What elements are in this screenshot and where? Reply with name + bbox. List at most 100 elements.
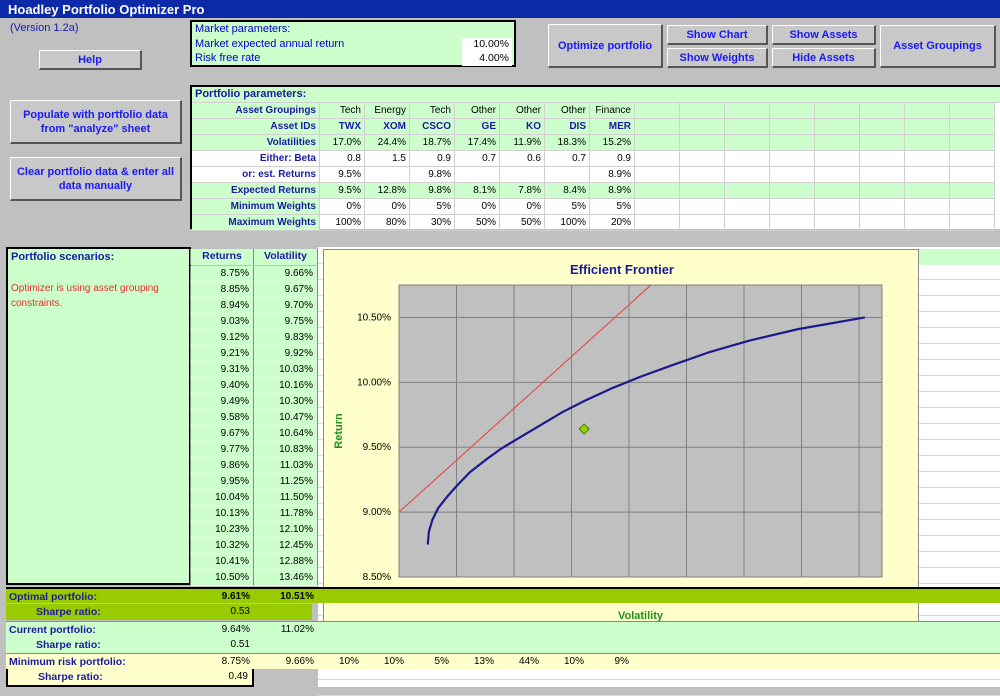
params-empty-cell[interactable] <box>770 103 815 119</box>
params-cell[interactable]: 5% <box>410 199 455 215</box>
params-empty-cell[interactable] <box>680 167 725 183</box>
params-empty-cell[interactable] <box>950 215 995 231</box>
help-button[interactable]: Help <box>39 50 142 70</box>
params-empty-cell[interactable] <box>815 135 860 151</box>
params-empty-cell[interactable] <box>680 199 725 215</box>
params-cell[interactable]: 50% <box>500 215 545 231</box>
params-empty-cell[interactable] <box>680 135 725 151</box>
params-empty-cell[interactable] <box>860 135 905 151</box>
params-cell[interactable]: Finance <box>590 103 635 119</box>
params-empty-cell[interactable] <box>725 151 770 167</box>
params-cell[interactable] <box>500 167 545 183</box>
params-empty-cell[interactable] <box>725 183 770 199</box>
params-cell[interactable]: 0% <box>500 199 545 215</box>
params-cell[interactable]: 24.4% <box>365 135 410 151</box>
params-empty-cell[interactable] <box>905 183 950 199</box>
params-cell[interactable]: 8.9% <box>590 167 635 183</box>
params-cell[interactable]: 1.5 <box>365 151 410 167</box>
params-cell[interactable]: 5% <box>590 199 635 215</box>
params-cell[interactable]: GE <box>455 119 500 135</box>
params-empty-cell[interactable] <box>815 215 860 231</box>
params-cell[interactable]: 0% <box>320 199 365 215</box>
params-empty-cell[interactable] <box>905 119 950 135</box>
params-cell[interactable] <box>365 167 410 183</box>
params-empty-cell[interactable] <box>815 167 860 183</box>
params-empty-cell[interactable] <box>770 199 815 215</box>
params-empty-cell[interactable] <box>635 119 680 135</box>
params-empty-cell[interactable] <box>860 167 905 183</box>
params-empty-cell[interactable] <box>680 183 725 199</box>
params-cell[interactable]: 9.5% <box>320 183 365 199</box>
risk-free-input[interactable]: 4.00% <box>462 52 512 66</box>
params-empty-cell[interactable] <box>950 183 995 199</box>
params-empty-cell[interactable] <box>815 119 860 135</box>
params-empty-cell[interactable] <box>815 183 860 199</box>
params-cell[interactable]: Tech <box>410 103 455 119</box>
params-cell[interactable]: 7.8% <box>500 183 545 199</box>
params-empty-cell[interactable] <box>860 215 905 231</box>
params-cell[interactable]: 0.7 <box>455 151 500 167</box>
params-empty-cell[interactable] <box>680 103 725 119</box>
params-empty-cell[interactable] <box>905 103 950 119</box>
params-cell[interactable]: 8.4% <box>545 183 590 199</box>
params-empty-cell[interactable] <box>905 167 950 183</box>
asset-groupings-button[interactable]: Asset Groupings <box>880 25 996 68</box>
params-empty-cell[interactable] <box>950 135 995 151</box>
params-empty-cell[interactable] <box>905 215 950 231</box>
params-empty-cell[interactable] <box>860 183 905 199</box>
params-empty-cell[interactable] <box>635 151 680 167</box>
params-empty-cell[interactable] <box>860 119 905 135</box>
params-cell[interactable]: 0% <box>455 199 500 215</box>
params-empty-cell[interactable] <box>725 199 770 215</box>
params-empty-cell[interactable] <box>950 119 995 135</box>
params-empty-cell[interactable] <box>770 215 815 231</box>
clear-data-button[interactable]: Clear portfolio data & enter all data ma… <box>10 157 182 201</box>
params-empty-cell[interactable] <box>770 183 815 199</box>
params-cell[interactable]: MER <box>590 119 635 135</box>
params-empty-cell[interactable] <box>725 119 770 135</box>
params-cell[interactable]: 17.0% <box>320 135 365 151</box>
params-empty-cell[interactable] <box>635 103 680 119</box>
params-empty-cell[interactable] <box>950 151 995 167</box>
params-cell[interactable]: Energy <box>365 103 410 119</box>
params-cell[interactable]: Other <box>500 103 545 119</box>
params-cell[interactable]: 15.2% <box>590 135 635 151</box>
params-empty-cell[interactable] <box>950 199 995 215</box>
params-empty-cell[interactable] <box>635 199 680 215</box>
params-empty-cell[interactable] <box>680 215 725 231</box>
params-cell[interactable]: 100% <box>320 215 365 231</box>
params-cell[interactable]: Tech <box>320 103 365 119</box>
params-cell[interactable]: 9.8% <box>410 167 455 183</box>
params-empty-cell[interactable] <box>770 135 815 151</box>
params-empty-cell[interactable] <box>770 151 815 167</box>
params-cell[interactable]: 5% <box>545 199 590 215</box>
params-empty-cell[interactable] <box>815 199 860 215</box>
optimize-portfolio-button[interactable]: Optimize portfolio <box>548 24 663 68</box>
hide-assets-button[interactable]: Hide Assets <box>772 48 876 68</box>
params-empty-cell[interactable] <box>905 135 950 151</box>
params-cell[interactable]: XOM <box>365 119 410 135</box>
params-empty-cell[interactable] <box>725 135 770 151</box>
params-cell[interactable]: 0.7 <box>545 151 590 167</box>
params-cell[interactable]: 17.4% <box>455 135 500 151</box>
market-return-input[interactable]: 10.00% <box>462 38 512 52</box>
params-cell[interactable]: DIS <box>545 119 590 135</box>
populate-button[interactable]: Populate with portfolio data from "analy… <box>10 100 182 144</box>
params-empty-cell[interactable] <box>770 119 815 135</box>
params-cell[interactable]: 12.8% <box>365 183 410 199</box>
params-cell[interactable]: 9.5% <box>320 167 365 183</box>
params-empty-cell[interactable] <box>635 135 680 151</box>
params-cell[interactable]: 0.6 <box>500 151 545 167</box>
params-empty-cell[interactable] <box>635 183 680 199</box>
params-empty-cell[interactable] <box>950 167 995 183</box>
params-cell[interactable]: 18.7% <box>410 135 455 151</box>
params-cell[interactable]: 11.9% <box>500 135 545 151</box>
params-empty-cell[interactable] <box>680 151 725 167</box>
params-cell[interactable]: TWX <box>320 119 365 135</box>
params-empty-cell[interactable] <box>950 103 995 119</box>
params-empty-cell[interactable] <box>815 103 860 119</box>
params-empty-cell[interactable] <box>860 199 905 215</box>
params-empty-cell[interactable] <box>815 151 860 167</box>
params-empty-cell[interactable] <box>860 103 905 119</box>
params-cell[interactable]: 80% <box>365 215 410 231</box>
